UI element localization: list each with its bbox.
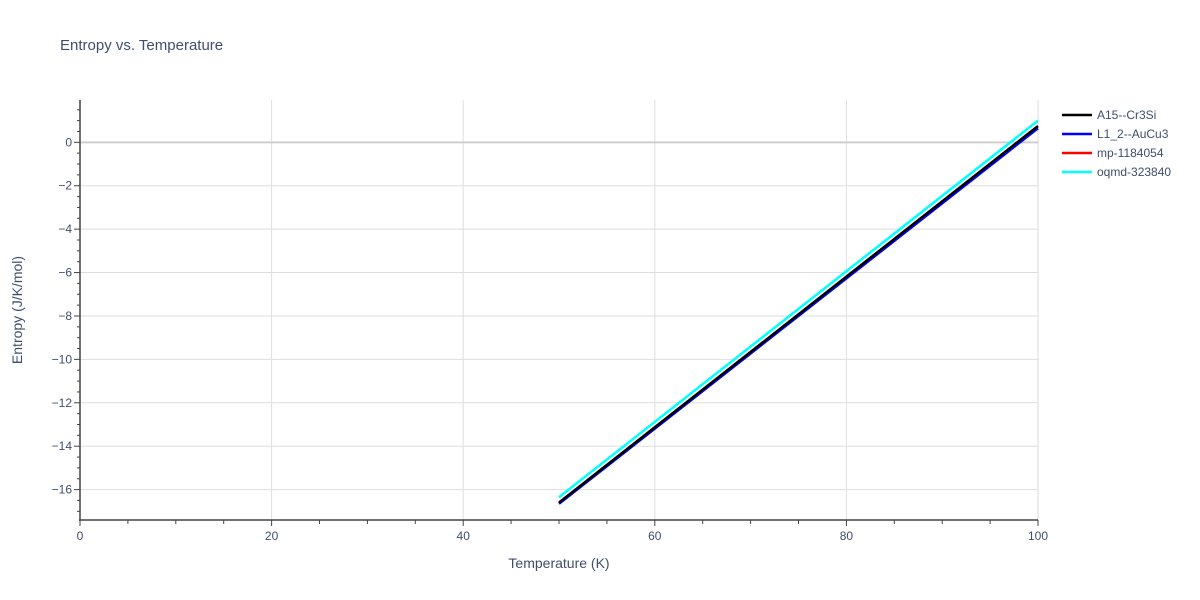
x-tick-label: 0 xyxy=(77,529,84,543)
legend-item-mp-1184054[interactable]: mp-1184054 xyxy=(1062,146,1164,160)
chart-title: Entropy vs. Temperature xyxy=(60,37,223,54)
y-tick-label: −4 xyxy=(58,222,72,236)
legend[interactable]: A15--Cr3Si L1_2--AuCu3 mp-1184054 oqmd-3238… xyxy=(1062,108,1171,179)
legend-item-A15--Cr3Si[interactable]: A15--Cr3Si xyxy=(1062,108,1156,122)
legend-item-L1_2--AuCu3[interactable]: L1_2--AuCu3 xyxy=(1062,127,1169,141)
x-tick-label: 40 xyxy=(457,529,471,543)
axes-layer: 0 20 40 60 80 100 0 −2 −4 −6 −8 −10 −12 −14 −16 xyxy=(52,100,1048,543)
series-layer xyxy=(558,119,1039,505)
legend-label: L1_2--AuCu3 xyxy=(1097,127,1169,141)
y-tick-label: −14 xyxy=(52,439,73,453)
x-axis-label: Temperature (K) xyxy=(508,555,609,571)
legend-item-oqmd-323840[interactable]: oqmd-323840 xyxy=(1062,165,1171,179)
series-line-oqmd-323840 xyxy=(558,119,1039,499)
x-tick-label: 80 xyxy=(840,529,854,543)
x-tick-label: 60 xyxy=(648,529,662,543)
y-tick-label: −2 xyxy=(58,179,72,193)
x-tick-label: 20 xyxy=(265,529,279,543)
legend-label: mp-1184054 xyxy=(1097,146,1164,160)
y-tick-label: −6 xyxy=(58,266,72,280)
legend-label: A15--Cr3Si xyxy=(1097,108,1156,122)
series-line-A15--Cr3Si xyxy=(558,125,1039,504)
x-tick-label: 100 xyxy=(1028,529,1048,543)
y-tick-label: −16 xyxy=(52,483,73,497)
grid-layer xyxy=(80,100,1039,520)
y-tick-label: −10 xyxy=(52,352,73,366)
y-axis-label: Entropy (J/K/mol) xyxy=(9,256,25,364)
y-tick-label: 0 xyxy=(65,135,72,149)
y-tick-label: −8 xyxy=(58,309,72,323)
legend-label: oqmd-323840 xyxy=(1097,165,1171,179)
y-tick-label: −12 xyxy=(52,396,73,410)
